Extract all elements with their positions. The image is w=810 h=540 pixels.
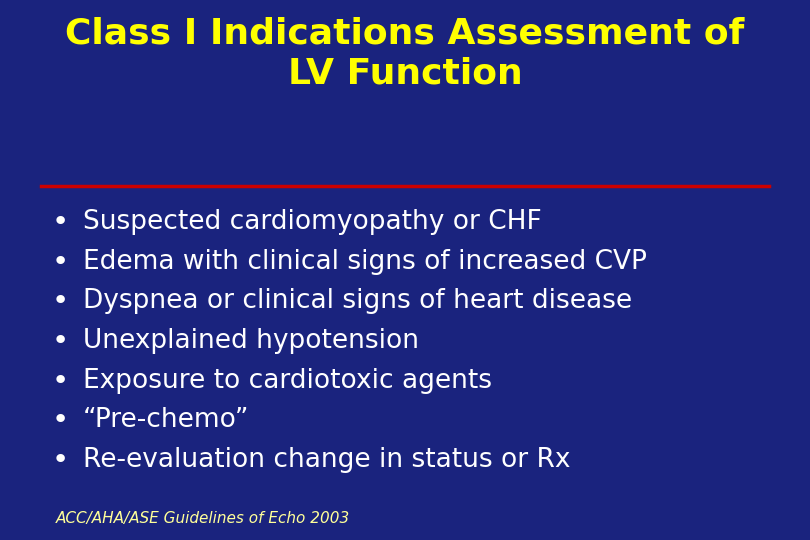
- Text: •: •: [51, 287, 69, 315]
- Text: Suspected cardiomyopathy or CHF: Suspected cardiomyopathy or CHF: [83, 209, 541, 235]
- Text: “Pre-chemo”: “Pre-chemo”: [83, 408, 249, 434]
- Text: Re-evaluation change in status or Rx: Re-evaluation change in status or Rx: [83, 447, 570, 473]
- Text: •: •: [51, 367, 69, 395]
- Text: •: •: [51, 446, 69, 474]
- Text: Class I Indications Assessment of
LV Function: Class I Indications Assessment of LV Fun…: [66, 16, 744, 91]
- Text: Exposure to cardiotoxic agents: Exposure to cardiotoxic agents: [83, 368, 492, 394]
- Text: ACC/AHA/ASE Guidelines of Echo 2003: ACC/AHA/ASE Guidelines of Echo 2003: [56, 511, 351, 526]
- Text: •: •: [51, 407, 69, 435]
- Text: •: •: [51, 208, 69, 236]
- Text: •: •: [51, 247, 69, 275]
- Text: •: •: [51, 327, 69, 355]
- Text: Unexplained hypotension: Unexplained hypotension: [83, 328, 419, 354]
- Text: Dyspnea or clinical signs of heart disease: Dyspnea or clinical signs of heart disea…: [83, 288, 632, 314]
- Text: Edema with clinical signs of increased CVP: Edema with clinical signs of increased C…: [83, 248, 646, 274]
